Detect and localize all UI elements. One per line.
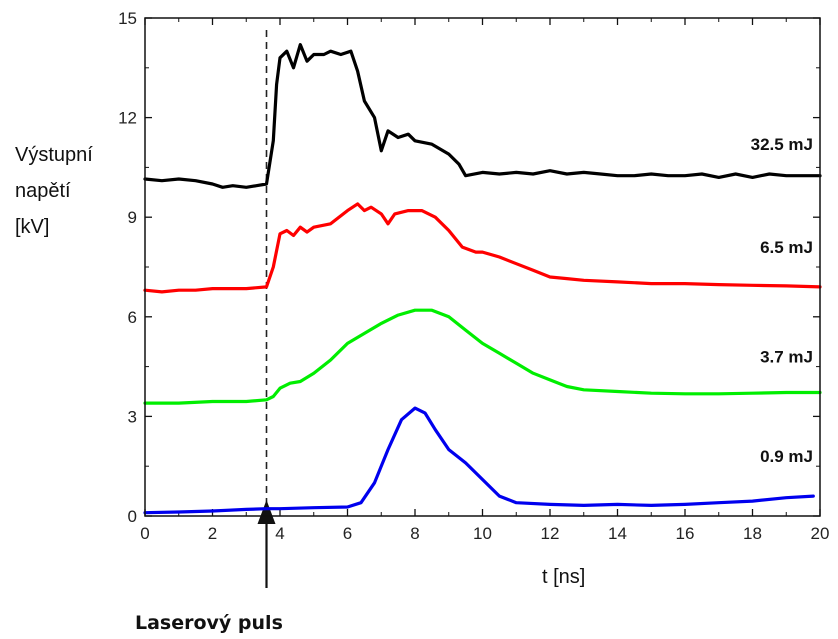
series-layer — [143, 43, 822, 515]
y-tick-label: 6 — [128, 308, 137, 327]
y-axis-label-line-1: Výstupní — [15, 144, 93, 166]
y-tick-label: 15 — [118, 9, 137, 28]
y-axis-label-line-2: napětí — [15, 180, 71, 202]
x-tick-label: 4 — [275, 524, 284, 543]
series-line-2 — [143, 308, 822, 405]
y-tick-label: 0 — [128, 507, 137, 526]
y-tick-label: 12 — [118, 109, 137, 128]
x-tick-label: 0 — [140, 524, 149, 543]
x-axis-label: t [ns] — [542, 566, 585, 588]
series-label-2: 3.7 mJ — [760, 348, 813, 367]
y-axis-label-line-3: [kV] — [15, 216, 49, 238]
series-label-0: 32.5 mJ — [751, 135, 813, 154]
series-labels: 32.5 mJ 6.5 mJ 3.7 mJ 0.9 mJ — [751, 135, 813, 466]
tick-layer: 0 2 4 6 8 10 12 14 16 18 20 0 3 6 9 12 15 — [118, 9, 829, 543]
series-line-1 — [143, 202, 822, 294]
x-tick-label: 2 — [208, 524, 217, 543]
plot-frame — [144, 17, 821, 517]
x-tick-label: 20 — [811, 524, 830, 543]
x-tick-label: 16 — [676, 524, 695, 543]
y-tick-label: 3 — [128, 407, 137, 426]
series-line-0 — [143, 43, 822, 189]
y-tick-label: 9 — [128, 208, 137, 227]
x-tick-label: 12 — [541, 524, 560, 543]
x-tick-label: 10 — [473, 524, 492, 543]
series-line-3 — [143, 406, 815, 515]
laser-pulse-marker — [257, 30, 276, 588]
x-tick-label: 14 — [608, 524, 627, 543]
x-tick-label: 18 — [743, 524, 762, 543]
laser-pulse-label: Laserový puls — [135, 612, 283, 634]
series-label-1: 6.5 mJ — [760, 238, 813, 257]
x-tick-label: 8 — [410, 524, 419, 543]
x-tick-label: 6 — [343, 524, 352, 543]
series-label-3: 0.9 mJ — [760, 447, 813, 466]
laser-pulse-arrow-head — [257, 500, 276, 524]
